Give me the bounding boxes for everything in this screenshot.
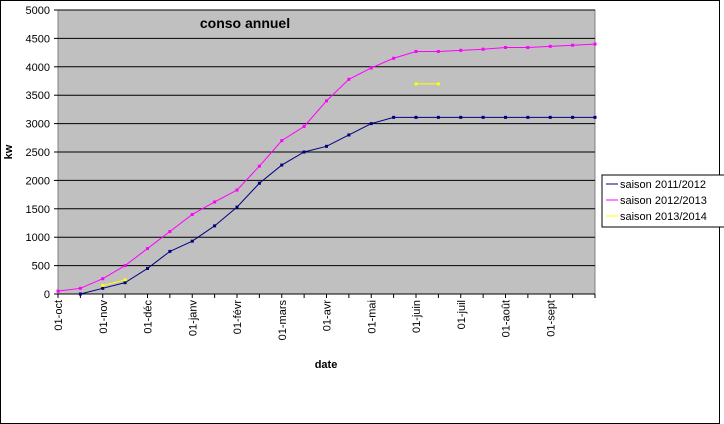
point-marker [526, 45, 530, 49]
point-marker [414, 82, 418, 86]
point-marker [436, 115, 440, 119]
point-marker [257, 181, 261, 185]
chart-title: conso annuel [200, 15, 290, 31]
y-tick-label: 1000 [26, 232, 50, 244]
point-marker [436, 82, 440, 86]
y-tick-label: 5000 [26, 5, 50, 17]
y-axis-label: kw [3, 144, 15, 159]
y-tick-label: 3500 [26, 90, 50, 102]
point-marker [146, 266, 149, 270]
legend-label: saison 2013/2014 [620, 211, 707, 223]
x-tick-label: 01-nov [98, 300, 110, 334]
point-marker [280, 139, 284, 143]
point-marker [78, 292, 82, 296]
point-marker [235, 188, 239, 192]
point-marker [123, 264, 127, 268]
point-marker [414, 115, 418, 119]
x-tick-label: 01-sept [545, 300, 557, 337]
point-marker [392, 115, 396, 119]
y-tick-label: 2500 [26, 147, 50, 159]
point-marker [481, 47, 485, 51]
y-tick-label: 2000 [26, 175, 50, 187]
series-line [102, 83, 439, 286]
point-marker [213, 224, 217, 228]
point-marker [459, 115, 463, 119]
point-marker [168, 230, 172, 234]
point-marker [593, 42, 597, 46]
point-marker [325, 144, 328, 148]
point-marker [369, 122, 373, 126]
point-marker [526, 115, 530, 119]
x-tick-label: 01-mai [366, 300, 378, 334]
point-marker [213, 200, 217, 204]
point-marker [123, 281, 127, 285]
point-marker [459, 48, 463, 52]
x-tick-label: 01-févr [232, 300, 244, 335]
point-marker [347, 77, 351, 81]
point-marker [347, 133, 351, 137]
x-tick-label: 01-janv [187, 300, 199, 337]
x-tick-label: 01-août [501, 300, 513, 337]
y-tick-label: 500 [32, 261, 50, 273]
point-marker [571, 115, 575, 119]
x-axis-label: date [315, 359, 338, 371]
point-marker [302, 150, 306, 154]
point-marker [414, 49, 418, 53]
series-line [80, 116, 595, 295]
point-marker [190, 212, 194, 216]
y-tick-label: 3000 [26, 119, 50, 131]
legend-label: saison 2011/2012 [620, 179, 706, 191]
x-tick-label: 01-juin [411, 300, 423, 333]
point-marker [504, 115, 507, 119]
legend-label: saison 2012/2013 [620, 195, 707, 207]
point-marker [571, 43, 575, 47]
y-tick-label: 1500 [26, 204, 50, 216]
point-marker [257, 164, 261, 168]
point-marker [504, 45, 507, 49]
point-marker [548, 44, 552, 48]
x-tick-label: 01-oct [53, 300, 65, 331]
point-marker [369, 66, 373, 70]
point-marker [101, 286, 105, 290]
point-marker [325, 99, 328, 103]
point-marker [593, 115, 597, 119]
point-marker [123, 278, 127, 282]
y-tick-label: 4000 [26, 62, 50, 74]
y-tick-label: 0 [44, 289, 50, 301]
x-tick-label: 01-avr [322, 300, 334, 332]
point-marker [548, 115, 552, 119]
x-tick-label: 01-juil [456, 300, 468, 329]
point-marker [302, 124, 306, 128]
y-tick-label: 4500 [26, 33, 50, 45]
point-marker [436, 49, 440, 53]
point-marker [190, 239, 194, 243]
point-marker [101, 283, 105, 287]
point-marker [101, 277, 105, 281]
point-marker [146, 247, 149, 251]
point-marker [78, 286, 82, 290]
point-marker [481, 115, 485, 119]
point-marker [56, 289, 60, 293]
point-marker [235, 205, 239, 209]
point-marker [280, 163, 284, 167]
point-marker [168, 249, 172, 253]
legend [601, 174, 724, 228]
point-marker [392, 56, 396, 60]
x-tick-label: 01-déc [143, 300, 155, 334]
x-tick-label: 01-mars [277, 300, 289, 341]
